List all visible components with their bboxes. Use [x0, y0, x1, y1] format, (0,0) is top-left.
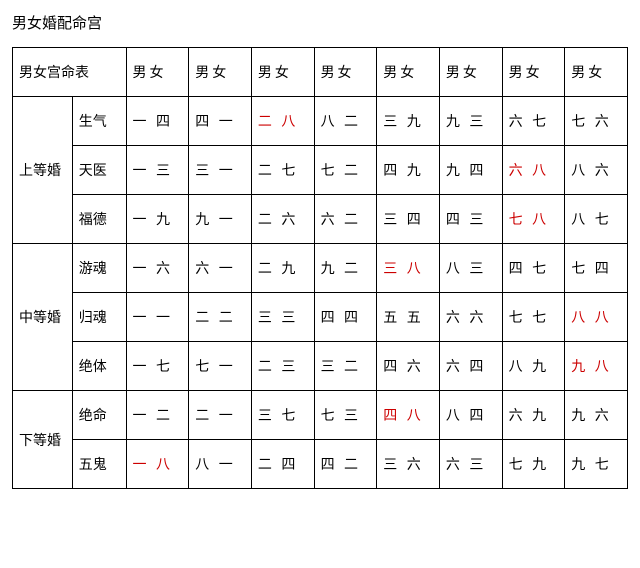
data-cell: 一 一 [126, 293, 189, 342]
data-cell: 六 七 [502, 97, 565, 146]
table-row: 天医一 三三 一二 七七 二四 九九 四六 八八 六 [13, 146, 628, 195]
type-cell: 福德 [72, 195, 126, 244]
page-title: 男女婚配命宫 [12, 12, 628, 33]
data-cell: 三 一 [189, 146, 252, 195]
data-cell: 八 三 [439, 244, 502, 293]
data-cell: 一 四 [126, 97, 189, 146]
data-cell: 七 八 [502, 195, 565, 244]
data-cell: 八 一 [189, 440, 252, 489]
table-row: 下等婚绝命一 二二 一三 七七 三四 八八 四六 九九 六 [13, 391, 628, 440]
header-col: 男女 [251, 48, 314, 97]
data-cell: 四 九 [377, 146, 440, 195]
data-cell: 八 四 [439, 391, 502, 440]
data-cell: 一 八 [126, 440, 189, 489]
data-cell: 六 四 [439, 342, 502, 391]
data-cell: 七 四 [565, 244, 628, 293]
data-cell: 二 三 [251, 342, 314, 391]
table-row: 中等婚游魂一 六六 一二 九九 二三 八八 三四 七七 四 [13, 244, 628, 293]
type-cell: 归魂 [72, 293, 126, 342]
type-cell: 五鬼 [72, 440, 126, 489]
data-cell: 七 七 [502, 293, 565, 342]
data-cell: 八 九 [502, 342, 565, 391]
data-cell: 九 三 [439, 97, 502, 146]
data-cell: 九 一 [189, 195, 252, 244]
data-cell: 九 八 [565, 342, 628, 391]
data-cell: 六 九 [502, 391, 565, 440]
data-cell: 一 九 [126, 195, 189, 244]
data-cell: 四 七 [502, 244, 565, 293]
header-col: 男女 [377, 48, 440, 97]
data-cell: 七 一 [189, 342, 252, 391]
data-cell: 四 二 [314, 440, 377, 489]
data-cell: 二 一 [189, 391, 252, 440]
data-cell: 三 二 [314, 342, 377, 391]
data-cell: 七 九 [502, 440, 565, 489]
data-cell: 四 三 [439, 195, 502, 244]
data-cell: 三 七 [251, 391, 314, 440]
data-cell: 七 三 [314, 391, 377, 440]
table-row: 五鬼一 八八 一二 四四 二三 六六 三七 九九 七 [13, 440, 628, 489]
data-cell: 六 六 [439, 293, 502, 342]
data-cell: 八 六 [565, 146, 628, 195]
data-cell: 二 四 [251, 440, 314, 489]
data-cell: 八 八 [565, 293, 628, 342]
data-cell: 八 二 [314, 97, 377, 146]
group-cell: 下等婚 [13, 391, 73, 489]
header-col: 男女 [439, 48, 502, 97]
data-cell: 二 七 [251, 146, 314, 195]
data-cell: 九 二 [314, 244, 377, 293]
table-row: 归魂一 一二 二三 三四 四五 五六 六七 七八 八 [13, 293, 628, 342]
marriage-table: 男女宫命表 男女男女男女男女男女男女男女男女 上等婚生气一 四四 一二 八八 二… [12, 47, 628, 489]
data-cell: 九 四 [439, 146, 502, 195]
type-cell: 游魂 [72, 244, 126, 293]
data-cell: 一 七 [126, 342, 189, 391]
table-row: 上等婚生气一 四四 一二 八八 二三 九九 三六 七七 六 [13, 97, 628, 146]
data-cell: 三 八 [377, 244, 440, 293]
data-cell: 三 三 [251, 293, 314, 342]
data-cell: 二 二 [189, 293, 252, 342]
type-cell: 生气 [72, 97, 126, 146]
data-cell: 四 六 [377, 342, 440, 391]
header-col: 男女 [502, 48, 565, 97]
data-cell: 六 一 [189, 244, 252, 293]
data-cell: 九 六 [565, 391, 628, 440]
header-merged-cell: 男女宫命表 [13, 48, 127, 97]
data-cell: 一 三 [126, 146, 189, 195]
header-col: 男女 [565, 48, 628, 97]
data-cell: 二 六 [251, 195, 314, 244]
header-col: 男女 [314, 48, 377, 97]
data-cell: 六 八 [502, 146, 565, 195]
data-cell: 九 七 [565, 440, 628, 489]
data-cell: 八 七 [565, 195, 628, 244]
data-cell: 一 二 [126, 391, 189, 440]
type-cell: 绝命 [72, 391, 126, 440]
data-cell: 二 八 [251, 97, 314, 146]
data-cell: 七 六 [565, 97, 628, 146]
data-cell: 一 六 [126, 244, 189, 293]
data-cell: 三 四 [377, 195, 440, 244]
data-cell: 六 三 [439, 440, 502, 489]
data-cell: 五 五 [377, 293, 440, 342]
data-cell: 四 八 [377, 391, 440, 440]
type-cell: 绝体 [72, 342, 126, 391]
data-cell: 七 二 [314, 146, 377, 195]
header-col: 男女 [189, 48, 252, 97]
data-cell: 三 九 [377, 97, 440, 146]
data-cell: 四 一 [189, 97, 252, 146]
group-cell: 上等婚 [13, 97, 73, 244]
data-cell: 四 四 [314, 293, 377, 342]
header-col: 男女 [126, 48, 189, 97]
table-row: 福德一 九九 一二 六六 二三 四四 三七 八八 七 [13, 195, 628, 244]
type-cell: 天医 [72, 146, 126, 195]
data-cell: 三 六 [377, 440, 440, 489]
table-row: 绝体一 七七 一二 三三 二四 六六 四八 九九 八 [13, 342, 628, 391]
data-cell: 二 九 [251, 244, 314, 293]
data-cell: 六 二 [314, 195, 377, 244]
group-cell: 中等婚 [13, 244, 73, 391]
